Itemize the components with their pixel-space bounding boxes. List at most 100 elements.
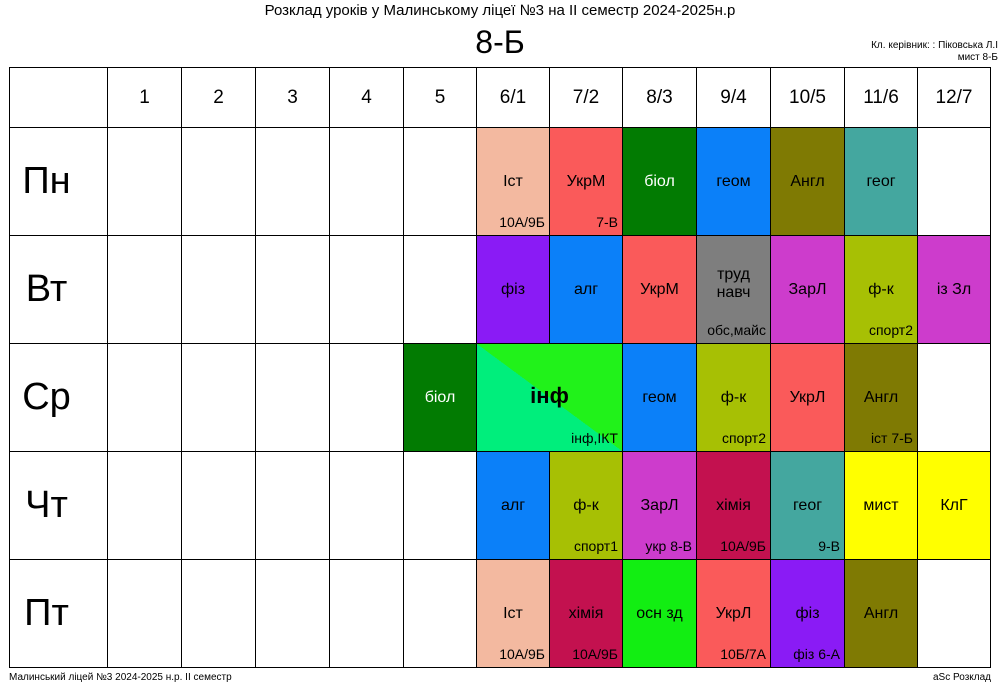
lesson-subject: інф xyxy=(530,382,569,408)
empty-slot xyxy=(255,559,330,668)
lesson-block: із Зл xyxy=(918,236,990,343)
lesson-block: алг xyxy=(477,452,549,559)
empty-slot xyxy=(329,127,404,236)
period-header: 1 xyxy=(107,67,182,128)
lesson-block: хімія 10А/9Б xyxy=(550,560,622,667)
lesson-block: осн зд xyxy=(623,560,696,667)
footer-app: aSc Розклад xyxy=(933,672,991,683)
lesson-subject: УкрМ xyxy=(640,280,679,298)
lesson-room: 10А/9Б xyxy=(572,646,618,662)
empty-slot xyxy=(107,127,182,236)
empty-slot xyxy=(181,559,256,668)
lesson-room: спорт2 xyxy=(721,430,766,446)
page-title: Розклад уроків у Малинському ліцеї №3 на… xyxy=(264,2,736,19)
lesson-block: Іст 10А/9Б xyxy=(477,128,549,235)
day-row: Чт алг ф-к спорт1 ЗарЛ укр 8-В хімія 10А/9Б геог… xyxy=(9,451,991,560)
empty-slot xyxy=(403,559,477,668)
lesson-block: Англ іст 7-Б xyxy=(845,344,917,451)
lesson-cell: труд навч обс,майс xyxy=(696,235,771,344)
lesson-block: УкрМ 7-В xyxy=(550,128,622,235)
empty-slot xyxy=(255,127,330,236)
lesson-cell: мист xyxy=(844,451,918,560)
header-row: 1 2 3 4 5 6/1 7/2 8/3 9/4 10/5 11/6 12/7 xyxy=(9,67,991,128)
lesson-block: ф-к спорт1 xyxy=(550,452,622,559)
timetable: 1 2 3 4 5 6/1 7/2 8/3 9/4 10/5 11/6 12/7 Пн Іст 10А/9Б… xyxy=(9,67,991,668)
day-label-text: Вт xyxy=(25,268,68,310)
lesson-block: ф-к спорт2 xyxy=(697,344,770,451)
period-header: 9/4 xyxy=(696,67,771,128)
lesson-block: УкрМ xyxy=(623,236,696,343)
lesson-block: КлГ xyxy=(918,452,990,559)
lesson-subject: осн зд xyxy=(636,604,683,622)
empty-slot xyxy=(329,343,404,452)
period-header: 7/2 xyxy=(549,67,623,128)
day-label-text: Пт xyxy=(24,592,69,634)
lesson-room: іст 7-Б xyxy=(870,430,913,446)
lesson-subject: Англ xyxy=(863,388,899,406)
lesson-room: 10А/9Б xyxy=(499,646,545,662)
period-header: 2 xyxy=(181,67,256,128)
lesson-cell: Англ іст 7-Б xyxy=(844,343,918,452)
lesson-subject: хімія xyxy=(716,496,751,514)
period-header: 10/5 xyxy=(770,67,845,128)
lesson-cell: КлГ xyxy=(917,451,991,560)
empty-slot xyxy=(107,451,182,560)
lesson-room: фіз 6-А xyxy=(793,646,840,662)
lesson-cell: осн зд xyxy=(622,559,697,668)
lesson-cell: хімія 10А/9Б xyxy=(549,559,623,668)
lesson-cell: біол xyxy=(403,343,477,452)
lesson-subject: КлГ xyxy=(940,496,968,514)
lesson-subject: Іст xyxy=(503,172,523,190)
class-teacher-name: Кл. керівник: : Піковська Л.І xyxy=(871,40,998,51)
empty-slot xyxy=(181,235,256,344)
lesson-subject: УкрЛ xyxy=(715,604,752,622)
period-header: 5 xyxy=(403,67,477,128)
class-name: 8-Б xyxy=(475,24,525,60)
lesson-room: спорт2 xyxy=(868,322,913,338)
empty-slot xyxy=(181,127,256,236)
lesson-subject: алг xyxy=(500,496,526,514)
empty-slot xyxy=(403,127,477,236)
lesson-subject: труд навч xyxy=(716,265,751,301)
day-row: Пн Іст 10А/9Б УкрМ 7-В біол геом Англ геог xyxy=(9,127,991,236)
lesson-cell: УкрМ xyxy=(622,235,697,344)
lesson-block: хімія 10А/9Б xyxy=(697,452,770,559)
lesson-cell: із Зл xyxy=(917,235,991,344)
lesson-room: 7-В xyxy=(596,214,618,230)
period-header: 11/6 xyxy=(844,67,918,128)
lesson-cell: Іст 10А/9Б xyxy=(476,127,550,236)
lesson-cell: геог xyxy=(844,127,918,236)
lesson-room: 10А/9Б xyxy=(720,538,766,554)
lesson-cell: біол xyxy=(622,127,697,236)
lesson-cell: алг xyxy=(476,451,550,560)
lesson-block: алг xyxy=(550,236,622,343)
empty-slot xyxy=(255,451,330,560)
day-label-text: Ср xyxy=(22,376,71,418)
empty-slot xyxy=(917,343,991,452)
lesson-block: УкрЛ 10Б/7А xyxy=(697,560,770,667)
lesson-block: геом xyxy=(623,344,696,451)
lesson-room: 10А/9Б xyxy=(499,214,545,230)
empty-slot xyxy=(107,343,182,452)
lesson-subject: геог xyxy=(866,172,896,190)
empty-slot xyxy=(107,559,182,668)
lesson-cell: геом xyxy=(696,127,771,236)
lesson-block: мист xyxy=(845,452,917,559)
lesson-subject: Іст xyxy=(503,604,523,622)
lesson-subject: геом xyxy=(716,172,751,190)
lesson-cell: Іст 10А/9Б xyxy=(476,559,550,668)
empty-slot xyxy=(255,343,330,452)
day-row: Ср біол інф інф,ІКТ геом ф-к спорт2 УкрЛ Англ іст… xyxy=(9,343,991,452)
lesson-subject: ЗарЛ xyxy=(788,280,827,298)
lesson-block: геом xyxy=(697,128,770,235)
empty-slot xyxy=(107,235,182,344)
lesson-room: укр 8-В xyxy=(645,538,692,554)
lesson-block: ЗарЛ xyxy=(771,236,844,343)
empty-slot xyxy=(255,235,330,344)
lesson-subject: геом xyxy=(642,388,677,406)
lesson-block: Іст 10А/9Б xyxy=(477,560,549,667)
empty-slot xyxy=(181,451,256,560)
empty-slot xyxy=(403,235,477,344)
lesson-cell: Англ xyxy=(844,559,918,668)
lesson-subject: хімія xyxy=(568,604,604,622)
